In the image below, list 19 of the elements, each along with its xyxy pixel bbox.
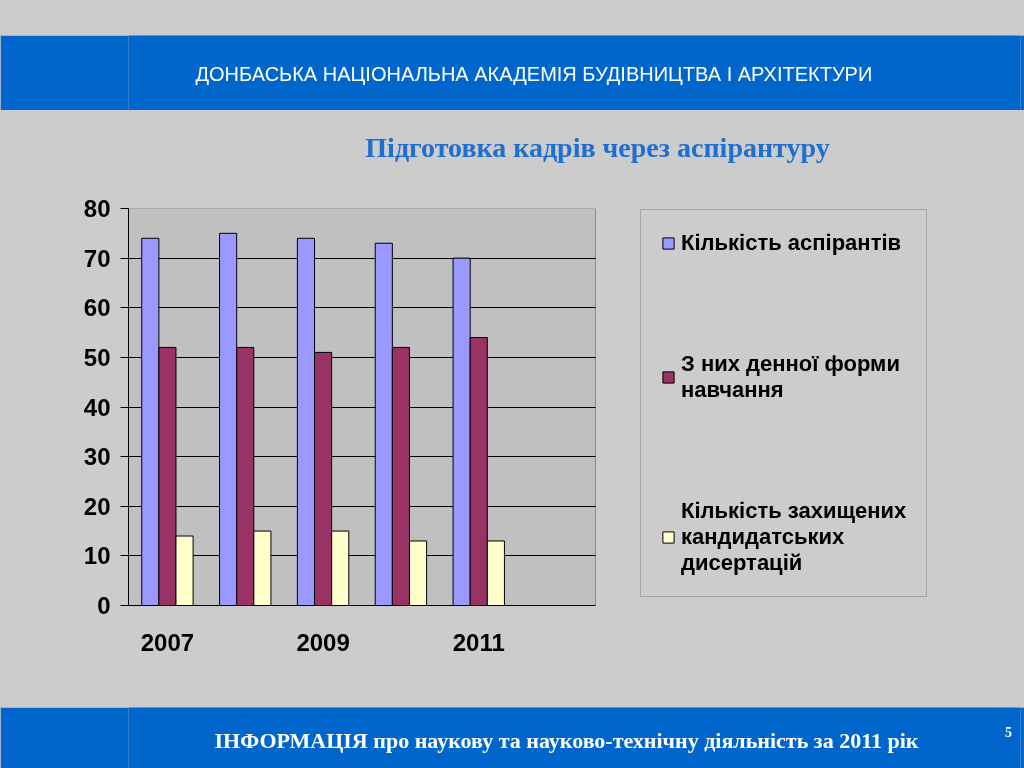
y-tick-label: 80	[83, 195, 111, 222]
x-tick-label: 2007	[140, 628, 195, 656]
text: 5	[1005, 724, 1012, 740]
text: ІНФОРМАЦІЯ про наукову та науково-технічну діяльність за 2011 рік	[214, 728, 919, 753]
y-tick-label: 50	[83, 343, 111, 371]
y-tick-label: 60	[83, 294, 111, 322]
y-tick-label: 10	[83, 542, 111, 570]
x-tick-label: 2009	[296, 628, 350, 656]
legend-label: З них денної форми навчання	[681, 351, 900, 403]
text: ДОНБАСЬКА НАЦІОНАЛЬНА АКАДЕМІЯ БУДІВНИЦТВА І АРХІТЕКТУРИ	[195, 62, 873, 85]
y-tick-label: 30	[83, 443, 111, 471]
chart-title: Підготовка кадрів через аспірантуру	[365, 132, 830, 163]
y-tick-label: 40	[83, 393, 111, 421]
x-tick-label: 2011	[452, 628, 505, 656]
y-tick-label: 20	[83, 492, 111, 520]
y-tick-label: 70	[83, 244, 111, 272]
legend-label: Кількість аспірантів	[681, 230, 902, 256]
legend-label: Кількість захищених кандидатських дисертацій	[681, 498, 907, 576]
y-tick-label: 0	[97, 592, 111, 619]
